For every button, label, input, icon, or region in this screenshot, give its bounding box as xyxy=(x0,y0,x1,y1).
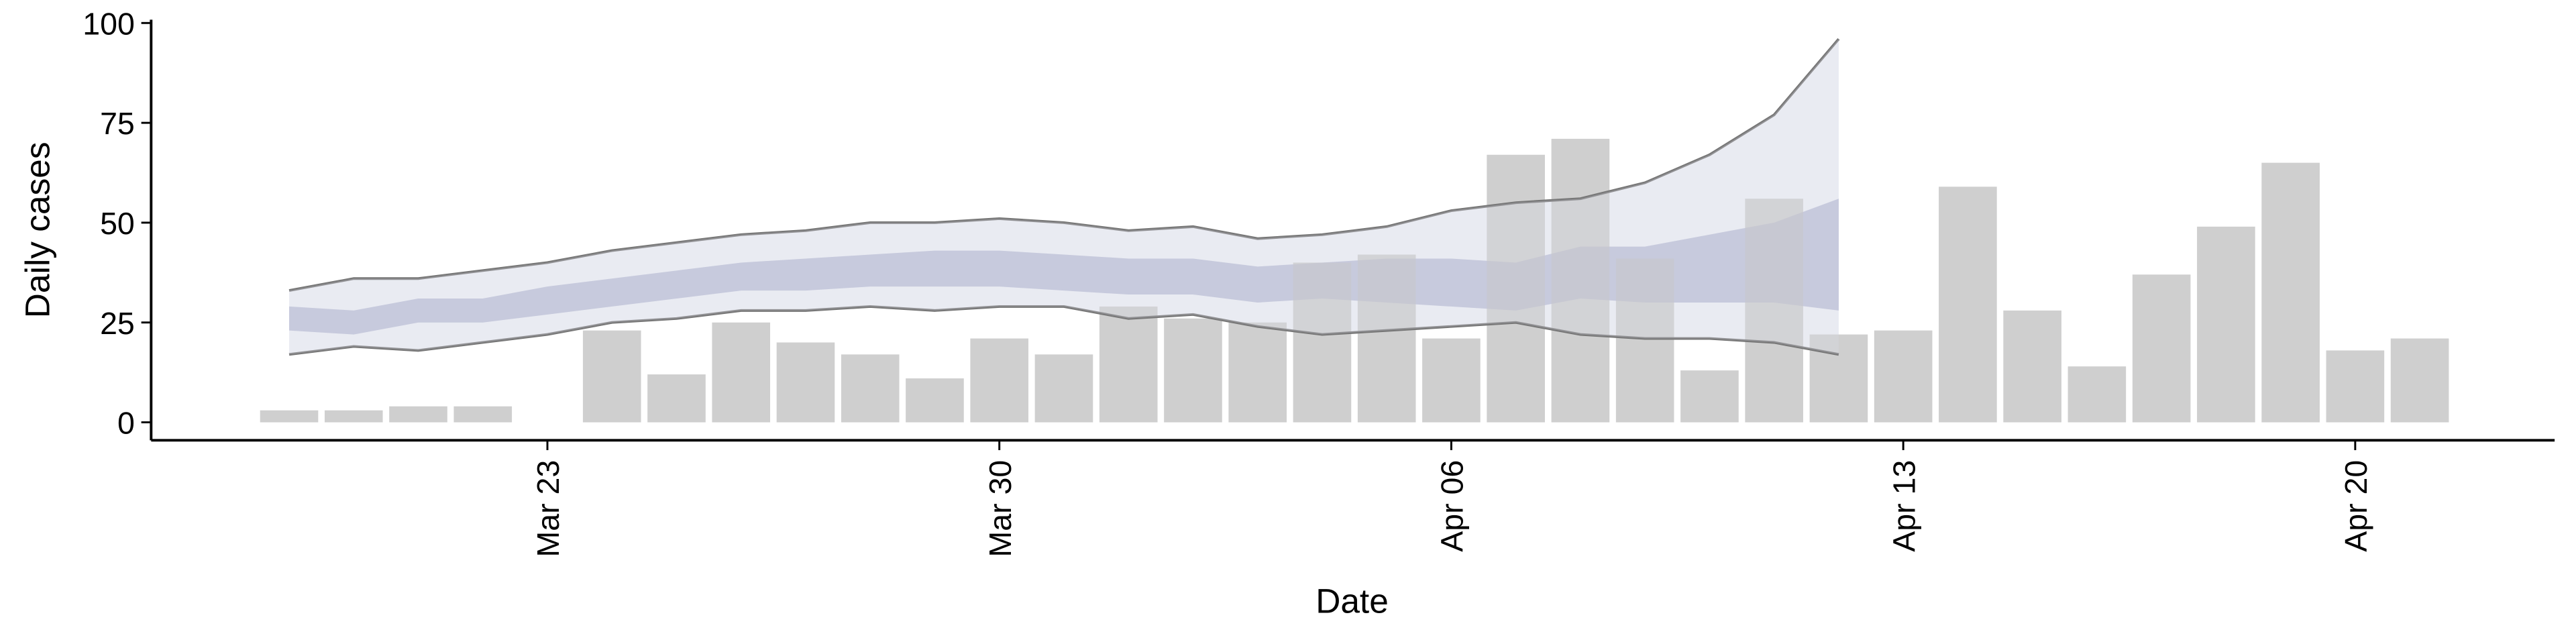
bar xyxy=(1357,254,1416,423)
bar xyxy=(1680,370,1739,423)
bar xyxy=(1745,199,1803,423)
bar xyxy=(2132,274,2191,423)
ribbon-edge xyxy=(288,38,1840,292)
ribbon-edge xyxy=(288,305,1839,356)
bar xyxy=(970,338,1029,423)
bar xyxy=(1228,322,1287,423)
bar xyxy=(2261,162,2320,423)
bar xyxy=(1034,354,1093,423)
bar xyxy=(260,410,319,423)
x-axis-label: Date xyxy=(1316,581,1389,620)
ribbon-overlay xyxy=(289,199,1839,335)
y-axis-label: Daily cases xyxy=(17,142,56,318)
y-tick-label: 25 xyxy=(100,306,135,341)
bar xyxy=(453,406,513,423)
bar xyxy=(2197,226,2255,423)
y-tick-label: 100 xyxy=(83,6,135,41)
bar xyxy=(2326,350,2385,423)
bar xyxy=(2003,310,2061,423)
bar xyxy=(1099,306,1158,423)
bar xyxy=(906,378,964,423)
ribbon-overlay xyxy=(289,39,1839,355)
bar xyxy=(324,410,383,423)
bar xyxy=(712,322,771,423)
bar xyxy=(1874,330,1933,423)
bar xyxy=(1615,258,1674,423)
bar xyxy=(1422,338,1481,423)
bar xyxy=(2068,366,2127,423)
y-tick-label: 75 xyxy=(100,106,135,141)
bar xyxy=(1809,334,1868,423)
bar xyxy=(1939,186,1997,423)
bar xyxy=(1487,154,1545,423)
bar xyxy=(582,330,641,423)
x-tick-label: Apr 13 xyxy=(1886,460,1921,552)
bar xyxy=(647,374,706,423)
x-tick-label: Apr 20 xyxy=(2339,460,2373,552)
y-tick-label: 50 xyxy=(100,206,135,241)
bar xyxy=(389,406,447,423)
bar xyxy=(1551,138,1610,423)
bar xyxy=(1293,262,1352,423)
x-tick-label: Mar 30 xyxy=(983,460,1018,557)
ribbon xyxy=(289,199,1839,335)
x-tick-label: Mar 23 xyxy=(531,460,566,557)
x-tick-label: Apr 06 xyxy=(1435,460,1470,552)
bar xyxy=(841,354,900,423)
bar xyxy=(1164,318,1222,423)
y-tick-label: 0 xyxy=(117,406,135,441)
bar xyxy=(776,342,835,423)
bar xyxy=(2390,338,2449,423)
